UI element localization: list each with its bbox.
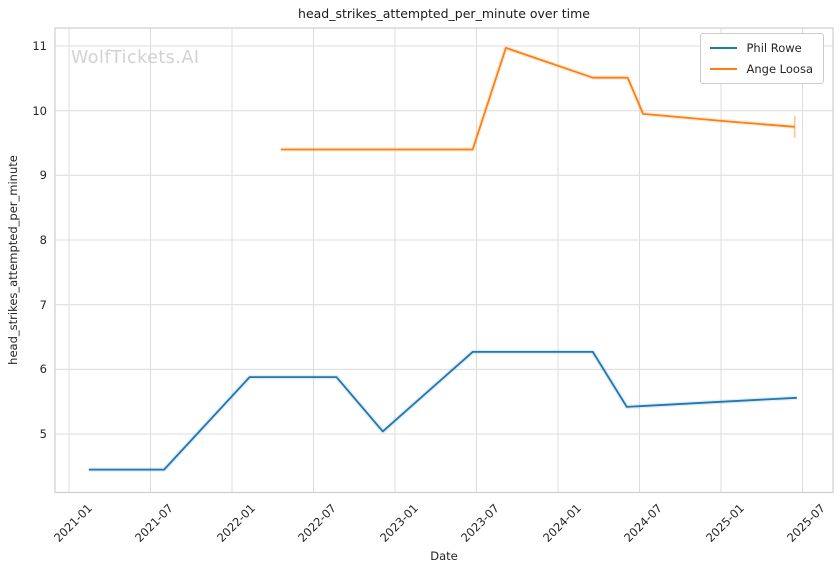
y-tick-label: 7 [39,297,47,312]
series-line-ange-loosa [280,47,795,151]
y-tick-label: 6 [39,362,47,377]
y-tick-label: 9 [39,168,47,183]
y-tick-label: 8 [39,233,47,247]
y-axis-label: head_strikes_attempted_per_minute [6,155,20,365]
legend: Phil Rowe Ange Loosa [700,33,824,84]
watermark: WolfTickets.AI [71,48,200,68]
legend-swatch [710,46,738,50]
legend-swatch [710,67,738,71]
legend-label: Ange Loosa [746,62,813,76]
y-tick-label: 10 [32,103,47,118]
chart-title: head_strikes_attempted_per_minute over t… [298,6,590,21]
legend-item: Phil Rowe [710,41,813,55]
x-axis-label: Date [430,549,458,563]
legend-item: Ange Loosa [710,62,813,76]
y-tick-label: 11 [32,39,47,53]
y-tick-label: 5 [39,427,47,441]
legend-label: Phil Rowe [746,41,802,55]
series-line-phil-rowe [88,350,797,471]
plot-border [54,27,834,494]
